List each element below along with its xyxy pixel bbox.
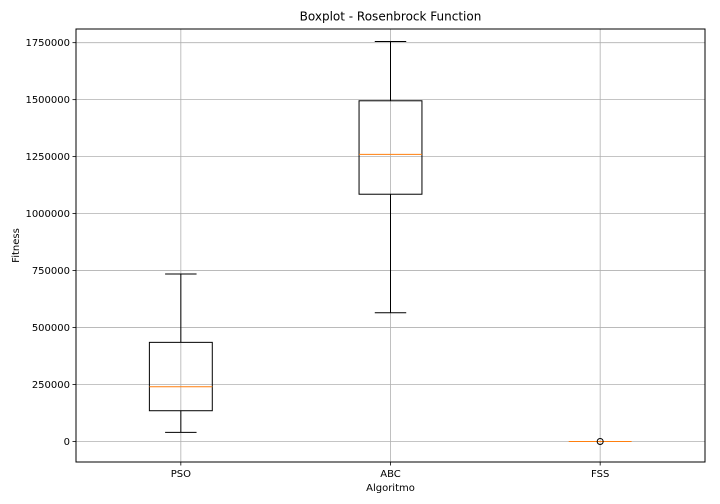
chart-title: Boxplot - Rosenbrock Function [300, 10, 482, 24]
outlier-point [596, 437, 604, 445]
box-pso [148, 273, 213, 433]
x-tick-label: FSS [591, 469, 609, 480]
x-tick-label: ABC [380, 469, 401, 480]
box-iqr [358, 100, 423, 195]
x-tick-label: PSO [171, 469, 191, 480]
y-tick-label: 1500000 [25, 95, 70, 106]
box-fss [568, 437, 632, 445]
y-tick-label: 1000000 [25, 209, 70, 220]
y-tick-label: 500000 [32, 323, 70, 334]
y-tick-label: 250000 [32, 380, 70, 391]
boxes-layer [148, 41, 632, 445]
y-tick-label: 1250000 [25, 152, 70, 163]
y-tick-label: 750000 [32, 266, 70, 277]
box-abc [358, 41, 423, 314]
y-axis-label: Fitness [11, 228, 22, 263]
y-tick-label: 0 [64, 437, 70, 448]
x-axis-label: Algoritmo [366, 483, 415, 494]
y-tick-label: 1750000 [25, 38, 70, 49]
ticks-layer: 0 250000 500000 750000 1000000 1250000 1500000… [25, 38, 609, 480]
box-iqr [148, 341, 213, 412]
